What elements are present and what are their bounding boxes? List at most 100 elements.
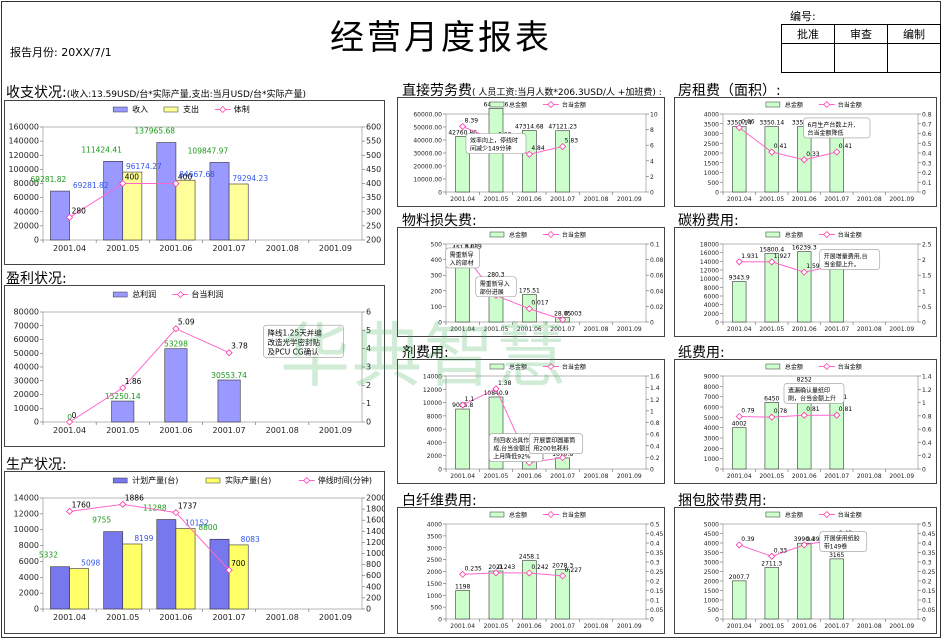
line-marker — [735, 541, 743, 549]
y2-tick-label: 6 — [366, 308, 371, 317]
fiber-svg: 0 500 1000 1500 2000 2500 3000 3500 4000 0 0.05 0.1… — [427, 511, 664, 630]
x-tick-label: 2001.05 — [484, 623, 509, 630]
x-tick-label: 2001.08 — [584, 326, 609, 333]
x-tick-label: 2001.06 — [159, 244, 192, 253]
line-marker — [800, 156, 808, 164]
y2-tick-label: 0.45 — [922, 531, 936, 538]
y2-tick-label: 1.4 — [650, 385, 660, 392]
y2-tick-label: 0 — [366, 418, 371, 427]
data-label: 1198 — [455, 584, 470, 591]
legend-swatch — [489, 511, 505, 518]
line-marker — [492, 385, 500, 393]
line-label: 0.39 — [806, 536, 820, 543]
y-tick-label: 2000 — [427, 453, 442, 460]
line-marker — [559, 454, 567, 462]
data-label: 4002 — [732, 421, 747, 428]
line-marker — [768, 552, 776, 560]
data-label: 11288 — [143, 504, 167, 513]
y2-tick-label: 1.2 — [922, 387, 932, 394]
x-tick-label: 2001.05 — [759, 473, 784, 480]
line-label: 0.39 — [741, 536, 755, 543]
legend-label: 计划产量(台) — [132, 475, 178, 485]
line-label: 400 — [178, 173, 193, 182]
y-tick-label: 50000 — [14, 349, 39, 358]
line-marker — [172, 325, 180, 333]
serial-number-label: 编号: — [790, 10, 816, 23]
line-label: 4.84 — [531, 145, 545, 152]
y-tick-label: 3000 — [704, 131, 719, 138]
x-tick-label: 2001.05 — [759, 196, 784, 203]
legend-marker — [547, 101, 555, 108]
annotation-box — [783, 383, 845, 404]
legend-swatch — [163, 106, 179, 113]
line-label: 0.089 — [465, 244, 482, 251]
data-label: 5098 — [81, 559, 100, 568]
y-tick-label: 30000.00 — [413, 151, 442, 158]
review-signature-cell[interactable] — [834, 43, 888, 73]
x-tick-label: 2001.06 — [517, 623, 542, 630]
annotation-text: 刷，台当金额上升 — [788, 394, 836, 402]
bar-总金额 — [764, 567, 779, 620]
legend-marker — [823, 511, 831, 518]
bar-总利润 — [217, 379, 241, 423]
data-label: 9755 — [92, 516, 111, 525]
y2-tick-label: 0.15 — [922, 588, 936, 595]
y-tick-label: 40000 — [14, 207, 39, 216]
y-tick-label: 80000 — [14, 308, 39, 317]
y-tick-label: 0 — [438, 320, 442, 327]
production-section-title: 生产状况: — [6, 457, 67, 473]
labor-section-title: 直接劳务费( 人员工资:当月人数*206.3USD/人 +加班费) : — [402, 83, 662, 99]
x-tick-label: 2001.08 — [584, 196, 609, 203]
line-marker — [172, 509, 180, 517]
y-tick-label: 3000 — [704, 560, 719, 567]
data-label: 53298 — [164, 340, 188, 349]
line-marker — [172, 179, 180, 188]
y-tick-label: 8000 — [704, 285, 719, 292]
y-tick-label: 70000 — [14, 321, 39, 330]
x-tick-label: 2001.05 — [759, 326, 784, 333]
y2-tick-label: 0.1 — [650, 598, 660, 605]
y-tick-label: 0 — [715, 617, 719, 624]
x-tick-label: 2001.05 — [759, 623, 784, 630]
y-tick-label: 0 — [715, 190, 719, 197]
x-tick-label: 2001.05 — [484, 326, 509, 333]
x-tick-label: 2001.08 — [266, 244, 299, 253]
bar-实际产量(台) — [122, 543, 143, 610]
x-tick-label: 2001.08 — [266, 426, 299, 435]
approve-signature-cell[interactable] — [781, 43, 835, 73]
bar-支出 — [122, 171, 143, 241]
y-tick-label: 120000 — [8, 151, 39, 160]
line-label: 8.39 — [465, 118, 479, 125]
plot-area — [42, 497, 363, 610]
material-loss-section-title: 物料损失费: — [402, 213, 477, 229]
line-label: 0.003 — [565, 311, 582, 318]
bar-总金额 — [764, 253, 779, 323]
compile-signature-cell[interactable] — [887, 43, 941, 73]
x-tick-label: 2001.09 — [889, 326, 914, 333]
line-marker — [459, 122, 467, 131]
bar-总金额 — [488, 570, 504, 620]
y2-tick-label: 400 — [366, 179, 381, 188]
line-label: 0.227 — [565, 567, 582, 574]
y-tick-label: 2500 — [704, 141, 719, 148]
y2-tick-label: 2000 — [366, 494, 384, 503]
x-tick-label: 2001.09 — [617, 623, 642, 630]
y2-tick-label: 1.4 — [922, 374, 932, 381]
x-tick-label: 2001.06 — [792, 473, 817, 480]
legend-marker — [823, 101, 831, 108]
line-label: 0.81 — [839, 406, 853, 413]
legend-label: 总金额 — [785, 511, 803, 519]
bar-总金额 — [455, 590, 470, 620]
legend-label: 总金额 — [509, 231, 527, 239]
data-label: 84667.68 — [179, 170, 215, 179]
line-label: 1.86 — [125, 377, 142, 386]
x-tick-label: 2001.06 — [159, 426, 192, 435]
data-label: 137965.68 — [134, 127, 175, 136]
y-tick-label: 0 — [715, 320, 719, 327]
y-tick-label: 4000 — [427, 522, 442, 529]
bar-支出 — [175, 179, 196, 241]
legend-swatch — [765, 231, 781, 238]
x-tick-label: 2001.09 — [617, 326, 642, 333]
data-label: 0 — [67, 413, 72, 422]
bar-总金额 — [732, 580, 747, 620]
